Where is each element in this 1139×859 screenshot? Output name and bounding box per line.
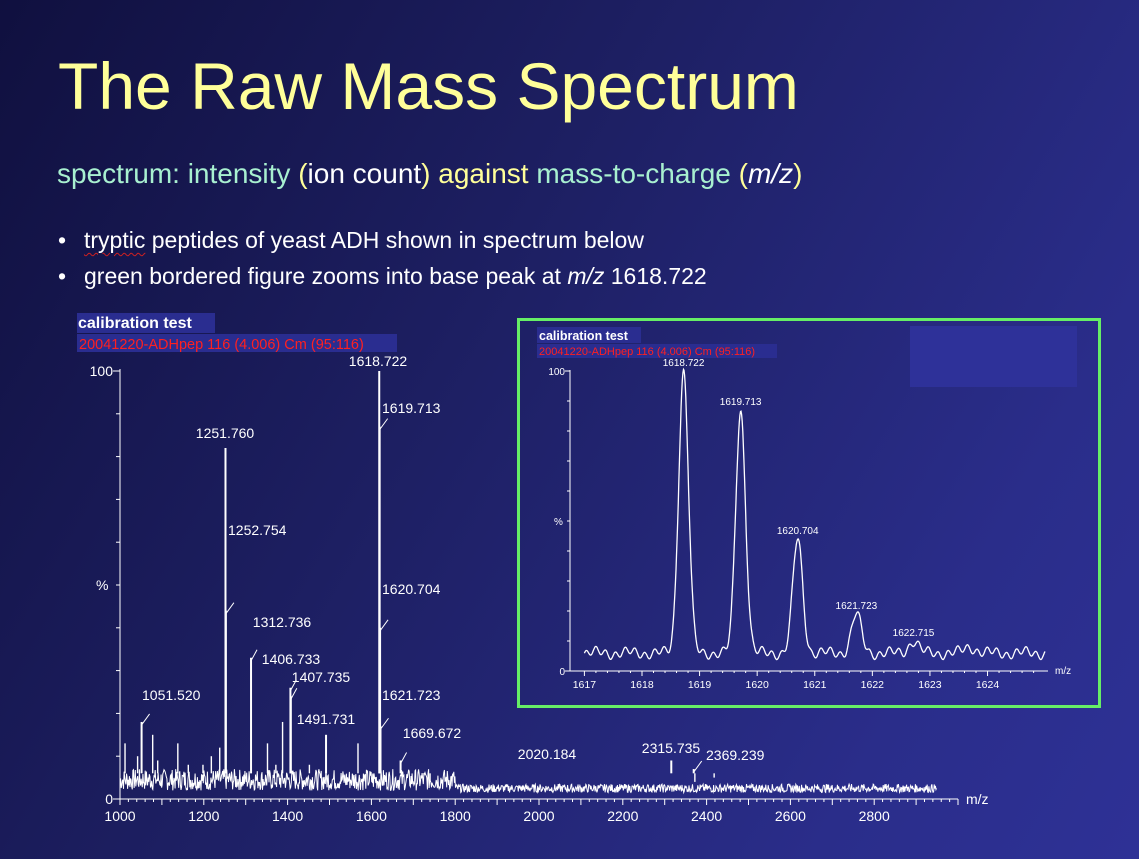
- x-tick-label: 2600: [775, 808, 806, 824]
- inset-x-tick-label: 1619: [688, 679, 712, 691]
- peak-leader: [141, 713, 150, 726]
- bullet-text-tail: 1618.722: [604, 263, 707, 289]
- peak-leader: [379, 619, 389, 632]
- inset-y-tick-label: 100: [548, 367, 565, 378]
- inset-blank-box: [910, 326, 1077, 387]
- y-tick-label: 0: [105, 791, 113, 807]
- peak-label: 1669.672: [403, 725, 462, 741]
- spellcheck-word: tryptic: [84, 227, 146, 253]
- peak-label: 1051.520: [142, 687, 201, 703]
- peak-label: 1618.722: [349, 353, 408, 369]
- bullet-text: peptides of yeast ADH shown in spectrum …: [145, 227, 644, 253]
- peak-label: 1251.760: [196, 425, 255, 441]
- inset-x-tick-label: 1621: [803, 679, 827, 691]
- inset-header-box: [537, 327, 641, 343]
- inset-x-tick-label: 1623: [918, 679, 942, 691]
- peak-label: 1252.754: [228, 522, 287, 538]
- peak-leader: [380, 717, 389, 730]
- peak-leader: [289, 679, 297, 691]
- bullet-item: • tryptic peptides of yeast ADH shown in …: [58, 224, 707, 260]
- inset-y-axis-label: %: [554, 517, 563, 528]
- inset-peak-label: 1618.722: [663, 358, 705, 369]
- peak-label: 2369.239: [706, 747, 765, 763]
- bullet-italic-mz: m/z: [567, 263, 605, 289]
- chart-header-box: [77, 313, 215, 333]
- inset-peak-label: 1622.715: [893, 628, 935, 639]
- peak-label: 1406.733: [262, 651, 321, 667]
- x-tick-label: 1200: [188, 808, 219, 824]
- peak-label: 2315.735: [642, 740, 701, 756]
- peak-leader: [379, 418, 389, 430]
- peak-label: 1620.704: [382, 581, 441, 597]
- inset-x-tick-label: 1617: [573, 679, 597, 691]
- x-tick-label: 1400: [272, 808, 303, 824]
- subtitle-ion-count: ion count: [307, 158, 422, 189]
- x-tick-label: 1600: [356, 808, 387, 824]
- subtitle-paren-close: ): [421, 158, 439, 189]
- inset-x-tick-label: 1624: [976, 679, 1000, 691]
- subtitle-mass-to-charge: mass-to-charge: [528, 158, 731, 189]
- x-axis-label: m/z: [966, 791, 989, 807]
- x-tick-label: 2000: [523, 808, 554, 824]
- bullet-item: • green bordered figure zooms into base p…: [58, 260, 707, 296]
- inset-x-tick-label: 1618: [630, 679, 654, 691]
- x-tick-label: 2400: [691, 808, 722, 824]
- inset-y-tick-label: 0: [559, 667, 565, 678]
- noise-trace: [119, 768, 937, 795]
- inset-peak-label: 1619.713: [720, 397, 762, 408]
- subtitle-mz: m/z: [747, 158, 794, 189]
- inset-trace: [583, 367, 1046, 661]
- slide-title: The Raw Mass Spectrum: [58, 49, 799, 123]
- slide-subtitle: spectrum: intensity (ion count) against …: [57, 158, 802, 190]
- chart-subheader-box: [77, 334, 397, 352]
- peak-label: 1621.723: [382, 687, 441, 703]
- peak-label: 1407.735: [292, 669, 351, 685]
- x-tick-label: 1000: [104, 808, 135, 824]
- zoom-inset-frame: [517, 318, 1101, 708]
- x-tick-label: 2200: [607, 808, 638, 824]
- bullet-dot: •: [58, 263, 67, 289]
- bullet-list: • tryptic peptides of yeast ADH shown in …: [58, 224, 707, 296]
- x-tick-label: 2800: [859, 808, 890, 824]
- peak-label: 1491.731: [297, 711, 356, 727]
- peak-leader: [225, 602, 235, 614]
- inset-header: calibration test: [539, 329, 629, 343]
- x-tick-label: 1800: [440, 808, 471, 824]
- peak-label: 2020.184: [518, 746, 577, 762]
- bullet-text: green bordered figure zooms into base pe…: [84, 263, 568, 289]
- subtitle-against: against: [438, 158, 529, 189]
- inset-subheader-box: [537, 344, 777, 358]
- y-tick-label: 100: [90, 363, 114, 379]
- inset-x-tick-label: 1622: [861, 679, 885, 691]
- peak-leader: [290, 688, 298, 700]
- peak-leader: [250, 649, 258, 661]
- subtitle-paren-open: (: [290, 158, 308, 189]
- subtitle-spectrum-intensity: spectrum: intensity: [57, 158, 291, 189]
- bullet-dot: •: [58, 227, 67, 253]
- peak-label: 1312.736: [253, 614, 312, 630]
- inset-peak-label: 1621.723: [836, 601, 878, 612]
- inset-peak-label: 1620.704: [777, 526, 819, 537]
- chart-header: calibration test: [78, 315, 192, 332]
- peak-leader: [400, 752, 408, 764]
- inset-subheader: 20041220-ADHpep 116 (4.006) Cm (95:116): [539, 346, 755, 358]
- y-axis-label: %: [96, 577, 108, 593]
- inset-x-axis-label: m/z: [1055, 666, 1071, 677]
- inset-x-tick-label: 1620: [745, 679, 769, 691]
- peak-leader: [693, 760, 703, 773]
- subtitle-paren-close-2: ): [793, 158, 803, 189]
- subtitle-paren-open-2: (: [730, 158, 748, 189]
- chart-subheader: 20041220-ADHpep 116 (4.006) Cm (95:116): [79, 337, 364, 353]
- peak-label: 1619.713: [382, 400, 441, 416]
